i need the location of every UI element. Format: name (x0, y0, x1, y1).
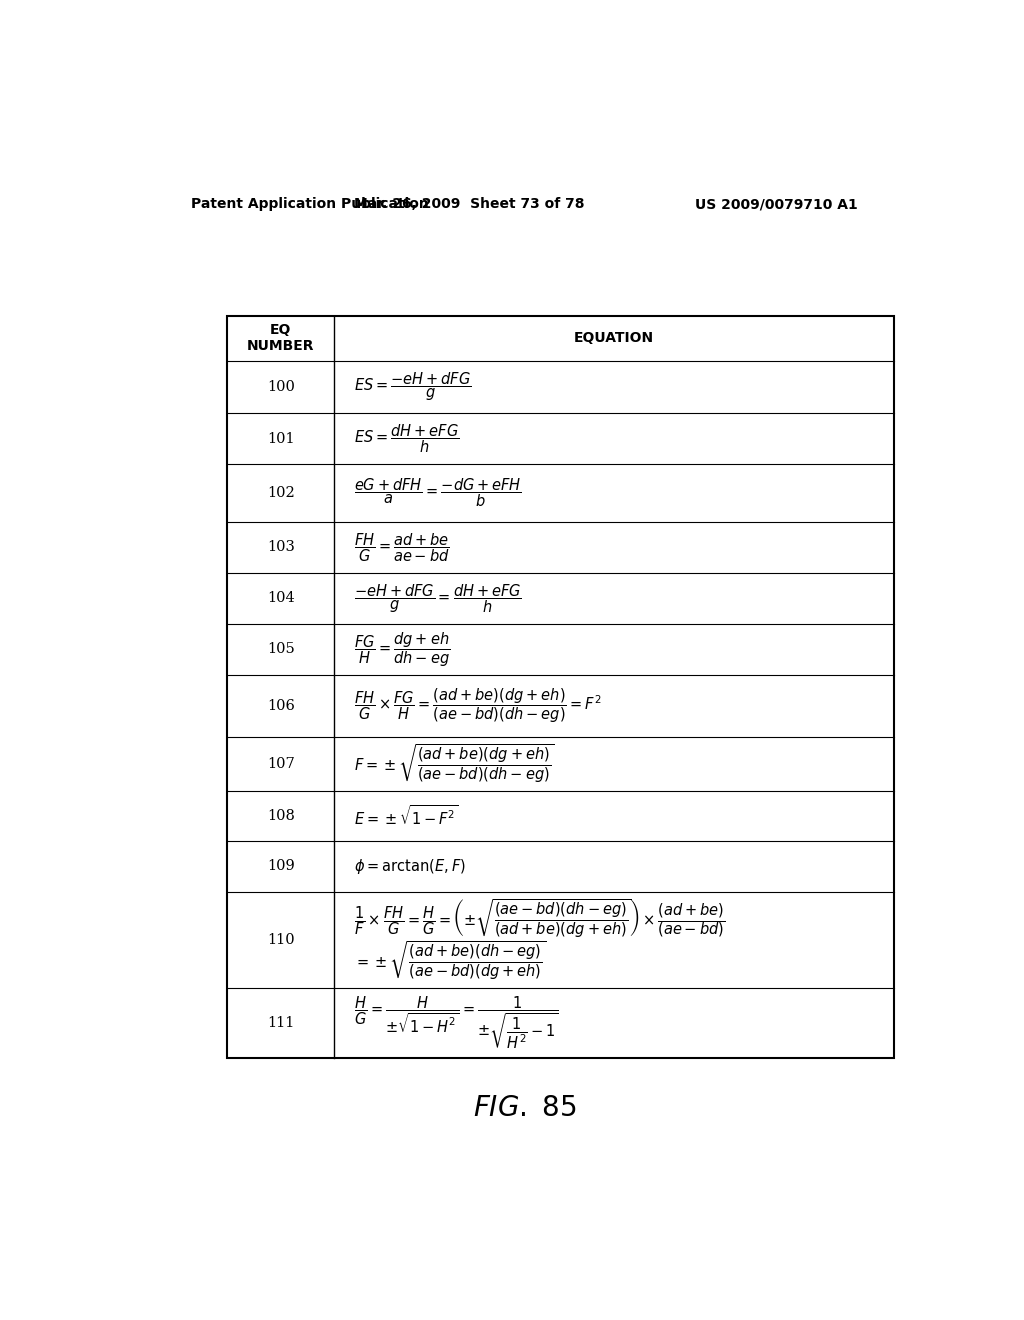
Text: Patent Application Publication: Patent Application Publication (191, 197, 429, 211)
Text: $= \pm\sqrt{\dfrac{(ad + be)(dh - eg)}{(ae - bd)(dg + eh)}}$: $= \pm\sqrt{\dfrac{(ad + be)(dh - eg)}{(… (354, 940, 547, 982)
Text: 103: 103 (267, 540, 295, 554)
Text: 107: 107 (267, 756, 295, 771)
Text: $\mathit{FIG.\ 85}$: $\mathit{FIG.\ 85}$ (473, 1096, 577, 1122)
Text: US 2009/0079710 A1: US 2009/0079710 A1 (695, 197, 858, 211)
Text: 102: 102 (267, 486, 295, 500)
Text: 105: 105 (267, 643, 295, 656)
Text: $\dfrac{1}{F} \times \dfrac{FH}{G} = \dfrac{H}{G} = \left(\pm\sqrt{\dfrac{(ae - : $\dfrac{1}{F} \times \dfrac{FH}{G} = \df… (354, 898, 725, 940)
Text: 109: 109 (267, 859, 295, 874)
Text: $ES = \dfrac{dH + eFG}{h}$: $ES = \dfrac{dH + eFG}{h}$ (354, 422, 460, 455)
Text: 101: 101 (267, 432, 295, 446)
Text: EQUATION: EQUATION (574, 331, 654, 346)
Text: $\dfrac{eG + dFH}{a} = \dfrac{-dG + eFH}{b}$: $\dfrac{eG + dFH}{a} = \dfrac{-dG + eFH}… (354, 477, 522, 510)
Text: $\dfrac{FG}{H} = \dfrac{dg + eh}{dh - eg}$: $\dfrac{FG}{H} = \dfrac{dg + eh}{dh - eg… (354, 630, 451, 669)
Text: $ES = \dfrac{-eH + dFG}{g}$: $ES = \dfrac{-eH + dFG}{g}$ (354, 371, 472, 404)
Text: 106: 106 (267, 698, 295, 713)
Text: Mar. 26, 2009  Sheet 73 of 78: Mar. 26, 2009 Sheet 73 of 78 (354, 197, 585, 211)
Text: $\dfrac{FH}{G} \times \dfrac{FG}{H} = \dfrac{(ad + be)(dg + eh)}{(ae - bd)(dh - : $\dfrac{FH}{G} \times \dfrac{FG}{H} = \d… (354, 686, 602, 725)
Text: $\dfrac{H}{G} = \dfrac{H}{\pm\sqrt{1 - H^{2}}} = \dfrac{1}{\pm\sqrt{\dfrac{1}{H^: $\dfrac{H}{G} = \dfrac{H}{\pm\sqrt{1 - H… (354, 994, 559, 1052)
Text: 108: 108 (267, 809, 295, 824)
Text: 111: 111 (267, 1016, 295, 1030)
Text: 100: 100 (267, 380, 295, 395)
Text: EQ
NUMBER: EQ NUMBER (247, 323, 314, 354)
Text: 104: 104 (267, 591, 295, 606)
Text: $E = \pm\sqrt{1 - F^{2}}$: $E = \pm\sqrt{1 - F^{2}}$ (354, 804, 459, 828)
Text: $\dfrac{FH}{G} = \dfrac{ad + be}{ae - bd}$: $\dfrac{FH}{G} = \dfrac{ad + be}{ae - bd… (354, 531, 450, 564)
Bar (227, 315, 894, 1057)
Text: $F = \pm\sqrt{\dfrac{(ad + be)(dg + eh)}{(ae - bd)(dh - eg)}}$: $F = \pm\sqrt{\dfrac{(ad + be)(dg + eh)}… (354, 743, 555, 785)
Text: 110: 110 (267, 933, 295, 946)
Text: $\dfrac{-eH + dFG}{g} = \dfrac{dH + eFG}{h}$: $\dfrac{-eH + dFG}{g} = \dfrac{dH + eFG}… (354, 582, 522, 615)
Text: $\phi = \arctan(E, F)$: $\phi = \arctan(E, F)$ (354, 857, 466, 876)
